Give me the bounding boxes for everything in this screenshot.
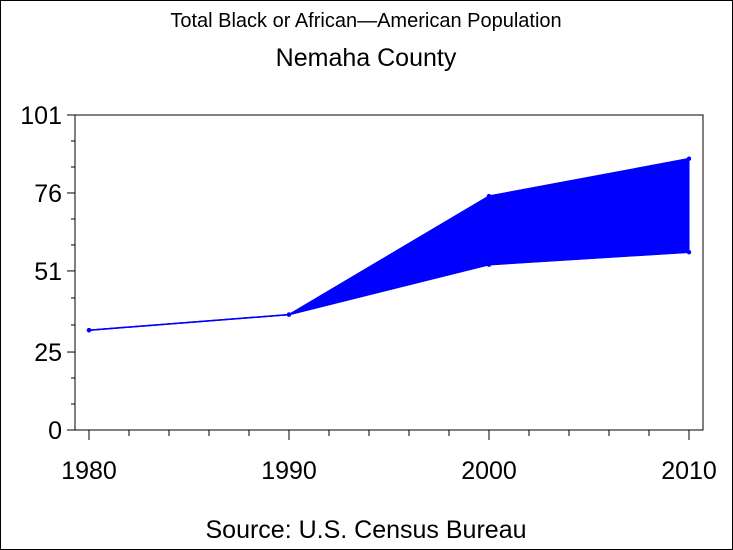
y-tick-label-0: 0: [48, 417, 62, 445]
y-tick-label-101: 101: [20, 102, 62, 130]
series-line-2: [88, 157, 690, 331]
x-tick-label-1980: 1980: [61, 457, 117, 485]
data-point-s1-2010: [686, 250, 692, 255]
data-point-s2-2010: [686, 156, 692, 161]
data-point-s2-1990: [286, 312, 292, 317]
y-axis: 0 25 51 76 101: [20, 102, 75, 445]
y-tick-label-25: 25: [34, 339, 62, 367]
chart-subtitle: Nemaha County: [276, 44, 457, 72]
range-band-layer: [88, 158, 690, 331]
data-point-s2-2000: [486, 193, 492, 199]
x-tick-label-2000: 2000: [461, 457, 517, 485]
series-layer: [86, 156, 692, 333]
range-band: [88, 158, 690, 331]
chart-title: Total Black or African—American Populati…: [170, 10, 561, 32]
x-axis: 1980 1990 2000 2010: [61, 430, 717, 485]
y-tick-label-51: 51: [34, 258, 62, 286]
data-point-s2-1980: [86, 327, 92, 333]
plot-area: [74, 114, 704, 431]
data-point-s1-2000: [486, 262, 492, 267]
x-tick-label-1990: 1990: [261, 457, 317, 485]
chart-footnote: Source: U.S. Census Bureau: [206, 516, 527, 544]
x-tick-label-2010: 2010: [661, 457, 717, 485]
y-tick-label-76: 76: [34, 180, 62, 208]
